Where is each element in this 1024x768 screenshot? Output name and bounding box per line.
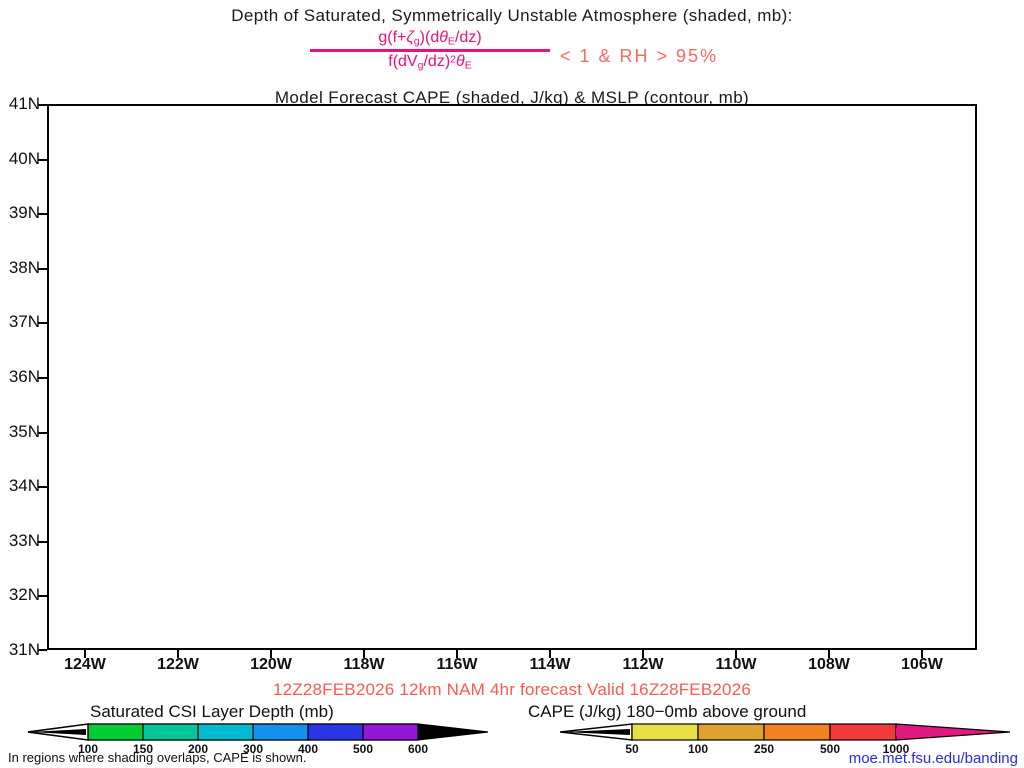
source-url-link[interactable]: moe.met.fsu.edu/banding — [848, 750, 1018, 767]
lat-label: 31N — [8, 640, 40, 659]
lat-label: 37N — [8, 312, 40, 332]
csi-colorbar-labels: 100 150 200 300 400 500 600 — [28, 742, 488, 758]
lon-label: 106W — [901, 656, 943, 673]
map-border — [47, 104, 977, 650]
lon-tick — [270, 650, 273, 658]
cape-legend-title: CAPE (J/kg) 180−0mb above ground — [528, 702, 807, 721]
csi-tick: 600 — [407, 742, 429, 756]
lon-label: 122W — [157, 656, 199, 673]
page-subtitle: Model Forecast CAPE (shaded, J/kg) & MSL… — [274, 88, 750, 107]
lon-tick — [642, 650, 645, 658]
cape-tick: 1000 — [882, 742, 910, 756]
lat-label: 36N — [8, 367, 40, 386]
cape-tick: 500 — [819, 742, 841, 756]
lon-label: 108W — [808, 656, 850, 673]
lat-label: 33N — [8, 530, 40, 550]
lat-label: 35N — [8, 421, 40, 441]
formula-condition: < 1 & RH > 95% — [560, 46, 719, 66]
forecast-valid-line: 12Z28FEB2026 12km NAM 4hr forecast Valid… — [272, 680, 752, 699]
lon-tick — [828, 650, 831, 658]
lon-tick — [549, 650, 552, 658]
cape-tick: 50 — [625, 742, 639, 756]
lat-tick — [38, 486, 47, 489]
lat-tick — [38, 158, 47, 161]
lon-tick — [363, 650, 366, 658]
lon-tick — [456, 650, 459, 658]
lat-tick — [38, 322, 47, 325]
csi-tick: 150 — [132, 742, 154, 756]
lat-label: 32N — [8, 585, 40, 605]
lon-label: 110W — [715, 656, 757, 673]
lon-label: 114W — [529, 656, 571, 673]
csi-colorbar-svg — [28, 723, 488, 741]
lat-label: 40N — [8, 148, 40, 168]
lat-label: 34N — [8, 476, 40, 496]
csi-tick: 300 — [242, 742, 264, 756]
csi-formula: g(f+ζg)(dθE/dz) f(dVg/dz)2θE — [310, 29, 550, 72]
lon-tick — [177, 650, 180, 658]
lat-label: 39N — [8, 203, 40, 223]
lon-label: 118W — [343, 656, 385, 673]
map-container[interactable]: 1020 1020 1020 1016 1016 41N 40N 39N 38N… — [9, 94, 977, 673]
lat-label: 38N — [8, 257, 40, 277]
lat-tick — [38, 649, 47, 651]
formula-denominator: f(dVg/dz)2θE — [388, 53, 472, 72]
cape-colorbar-labels: 50 100 250 500 1000 — [560, 742, 1010, 758]
lon-tick — [735, 650, 738, 658]
page-title: Depth of Saturated, Symmetrically Unstab… — [231, 6, 793, 25]
lat-tick — [38, 213, 47, 216]
lat-tick — [38, 267, 47, 270]
csi-tick: 200 — [187, 742, 209, 756]
lat-tick — [38, 377, 47, 379]
csi-tick: 500 — [352, 742, 374, 756]
overlap-note: In regions where shading overlaps, CAPE … — [8, 750, 307, 765]
csi-tick: 100 — [77, 742, 99, 756]
lon-tick — [921, 650, 924, 658]
cape-tick: 100 — [687, 742, 709, 756]
csi-colorbar[interactable]: 100 150 200 300 400 500 600 — [28, 722, 488, 756]
lon-label: 116W — [436, 656, 478, 673]
lon-label: 112W — [622, 656, 664, 673]
formula-fraction-bar — [310, 49, 550, 53]
lon-tick — [84, 650, 87, 658]
lat-tick — [38, 431, 47, 434]
lon-label: 120W — [250, 656, 292, 673]
cape-colorbar[interactable]: 50 100 250 500 1000 — [560, 722, 1010, 756]
lon-label: 124W — [64, 656, 106, 673]
formula-numerator: g(f+ζg)(dθE/dz) — [378, 29, 482, 48]
cape-tick: 250 — [753, 742, 775, 756]
lat-tick — [38, 595, 47, 598]
csi-tick: 400 — [297, 742, 319, 756]
lat-tick — [38, 540, 47, 543]
cape-colorbar-svg — [560, 723, 1010, 741]
csi-legend-title: Saturated CSI Layer Depth (mb) — [90, 702, 334, 721]
